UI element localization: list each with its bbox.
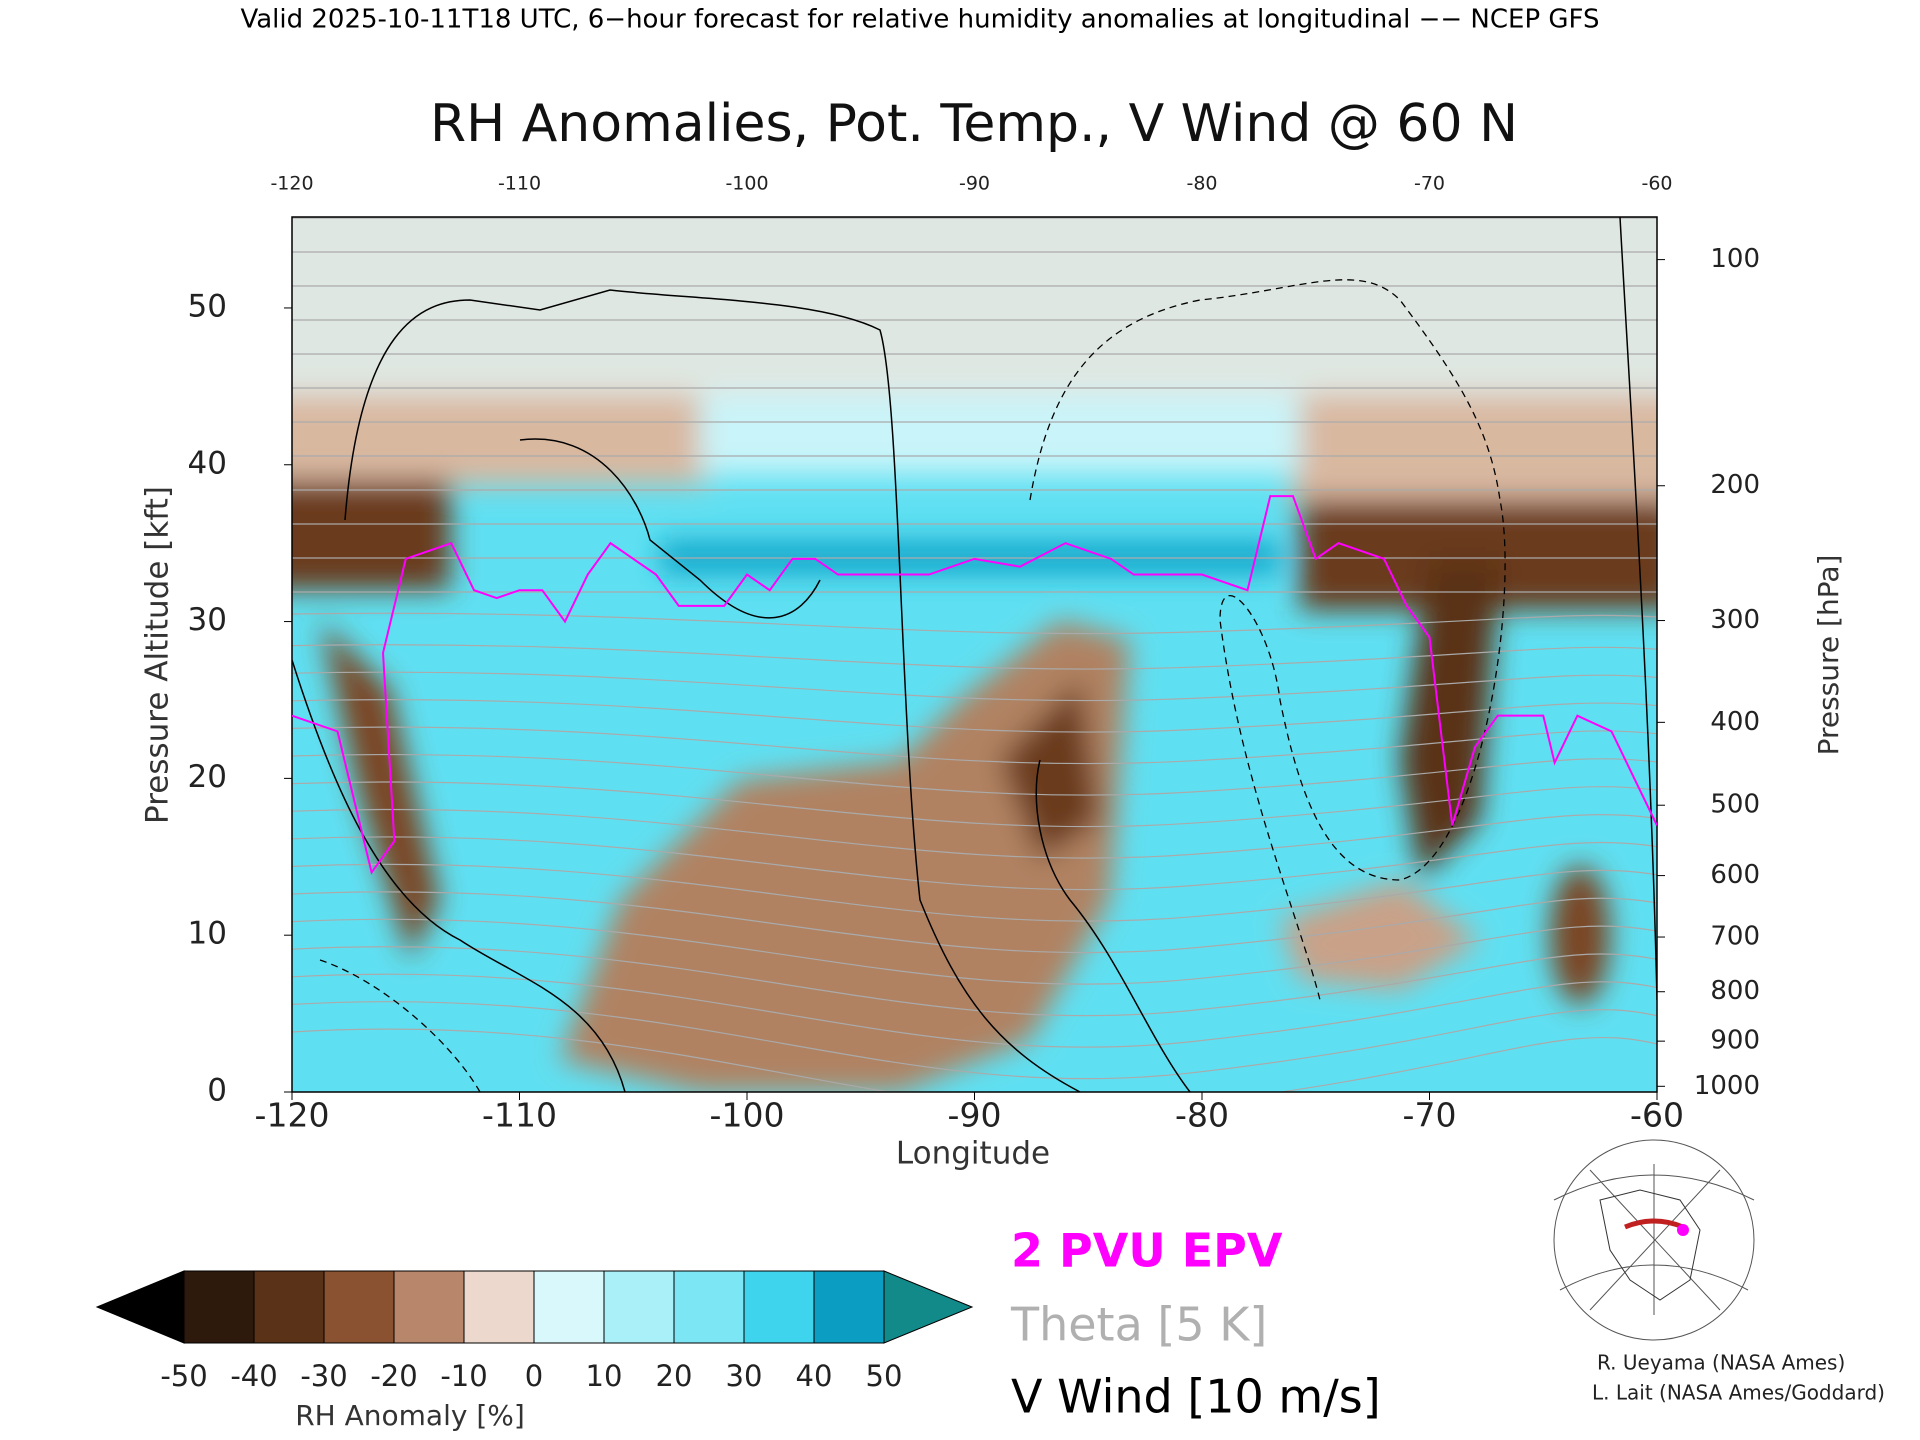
vwind-negative xyxy=(319,279,1506,1092)
colorbar-tick-label: 10 xyxy=(586,1359,623,1393)
y2-tick-label: 200 xyxy=(1710,470,1760,500)
x-axis-label: Longitude xyxy=(896,1136,1050,1172)
colorbar-cell xyxy=(533,1270,605,1344)
x-top-tick-label: -70 xyxy=(1414,173,1445,195)
colorbar-tick-label: 50 xyxy=(866,1359,903,1393)
theta-line xyxy=(292,753,1657,796)
y2-tick-label: 700 xyxy=(1710,922,1760,952)
theta-line xyxy=(292,836,1657,891)
theta-line xyxy=(292,726,1657,765)
theta-line xyxy=(292,1028,1657,1092)
credit: L. Lait (NASA Ames/Goddard) xyxy=(1592,1381,1885,1405)
y-tick-label: 50 xyxy=(188,288,227,324)
header: Valid 2025-10-11T18 UTC, 6−hour forecast… xyxy=(240,5,1599,35)
y-axis-label: Pressure Altitude [kft] xyxy=(140,486,176,824)
y-tick-label: 20 xyxy=(188,759,227,795)
legend-theta: Theta [5 K] xyxy=(1010,1298,1267,1352)
x-top-tick-label: -100 xyxy=(725,173,768,195)
x-top-tick-label: -90 xyxy=(959,173,990,195)
theta-line xyxy=(292,808,1657,859)
colorbar-cell xyxy=(463,1270,535,1344)
theta-line xyxy=(292,946,1657,1017)
x-tick-label: -120 xyxy=(255,1096,330,1135)
theta-line xyxy=(292,644,1657,670)
theta-line xyxy=(292,918,1657,985)
colorbar-tick-label: -40 xyxy=(230,1359,277,1393)
theta-line xyxy=(292,671,1657,702)
theta-line xyxy=(292,612,1657,635)
colorbar-cell xyxy=(323,1270,395,1344)
y2-tick-label: 900 xyxy=(1710,1026,1760,1056)
x-tick-label: -70 xyxy=(1403,1096,1457,1135)
y2-tick-label: 400 xyxy=(1710,707,1760,737)
colorbar-over xyxy=(883,1270,974,1344)
colorbar-tick-label: -10 xyxy=(440,1359,487,1393)
x-tick-label: -60 xyxy=(1630,1096,1684,1135)
x-top-tick-label: -80 xyxy=(1186,173,1217,195)
x-top-tick-label: -120 xyxy=(270,173,313,195)
colorbar-tick-label: -50 xyxy=(160,1359,207,1393)
theta-line xyxy=(292,891,1657,954)
colorbar-tick-label: 20 xyxy=(656,1359,693,1393)
field xyxy=(292,217,1657,1092)
colorbar-label: RH Anomaly [%] xyxy=(295,1399,525,1432)
colorbar-cell xyxy=(673,1270,745,1344)
colorbar-cell xyxy=(253,1270,325,1344)
x-tick-label: -90 xyxy=(948,1096,1002,1135)
y2-tick-label: 300 xyxy=(1710,605,1760,635)
colorbar-tick-label: -30 xyxy=(300,1359,347,1393)
theta-line xyxy=(292,863,1657,922)
y-tick-label: 30 xyxy=(188,602,227,638)
x-top-tick-label: -60 xyxy=(1641,173,1672,195)
colorbar-tick-label: 0 xyxy=(525,1359,543,1393)
theta-line xyxy=(292,699,1657,733)
legend-vwind: V Wind [10 m/s] xyxy=(1011,1370,1381,1424)
colorbar-tick-label: -20 xyxy=(370,1359,417,1393)
y2-tick-label: 500 xyxy=(1710,790,1760,820)
colorbar-cell xyxy=(183,1270,255,1344)
epv-line xyxy=(292,495,1657,875)
colorbar-cell xyxy=(393,1270,465,1344)
colorbar-cell xyxy=(743,1270,815,1344)
theta-line xyxy=(292,973,1657,1048)
colorbar-cell xyxy=(603,1270,675,1344)
epv-lines xyxy=(292,495,1657,875)
x-tick-label: -110 xyxy=(482,1096,557,1135)
colorbar-under xyxy=(95,1270,185,1344)
vwind-contours xyxy=(292,217,1657,1092)
colorbar-tick-label: 40 xyxy=(796,1359,833,1393)
locator-map xyxy=(1553,1139,1755,1341)
x-tick-label: -100 xyxy=(710,1096,785,1135)
credit: R. Ueyama (NASA Ames) xyxy=(1597,1351,1845,1375)
y2-tick-label: 100 xyxy=(1710,244,1760,274)
x-tick-label: -80 xyxy=(1175,1096,1229,1135)
theta-contours xyxy=(292,217,1657,1092)
theta-line xyxy=(292,1001,1657,1080)
y-tick-label: 40 xyxy=(188,445,227,481)
y2-tick-label: 600 xyxy=(1710,860,1760,890)
colorbar-tick-label: 30 xyxy=(726,1359,763,1393)
y2-tick-label: 1000 xyxy=(1694,1071,1760,1101)
theta-line xyxy=(292,781,1657,828)
y-tick-label: 0 xyxy=(207,1073,227,1109)
x-top-tick-label: -110 xyxy=(498,173,541,195)
chart-title: RH Anomalies, Pot. Temp., V Wind @ 60 N xyxy=(430,94,1518,154)
y2-axis-label: Pressure [hPa] xyxy=(1812,555,1845,756)
y2-tick-label: 800 xyxy=(1710,976,1760,1006)
legend-epv: 2 PVU EPV xyxy=(1011,1224,1283,1278)
y-tick-label: 10 xyxy=(188,916,227,952)
colorbar-cell xyxy=(813,1270,885,1344)
